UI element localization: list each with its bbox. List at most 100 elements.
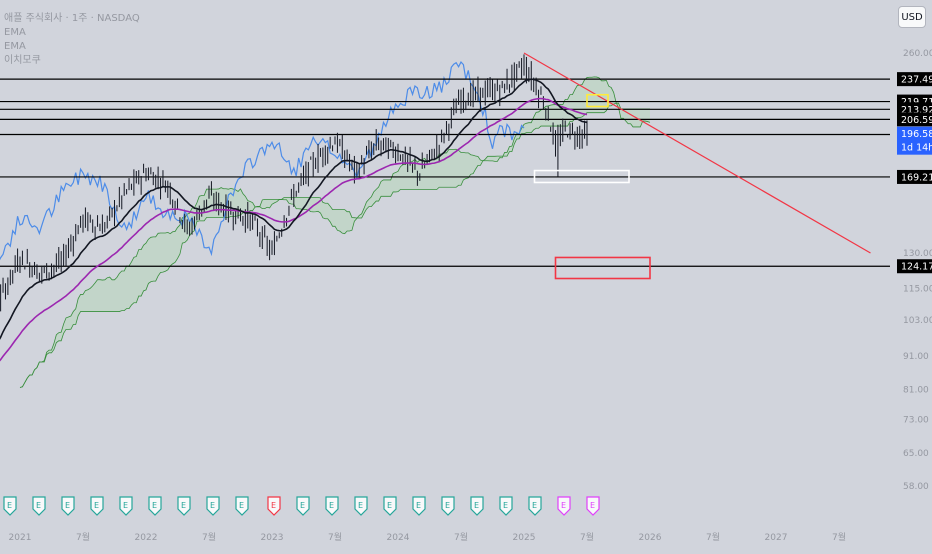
ema-fast-label: EMA [4,27,26,38]
y-tick-label: 73.00 [903,416,929,426]
earnings-marker-label: E [123,501,128,510]
level-price-label: 237.49 [901,75,932,86]
earnings-marker-label: E [590,501,595,510]
x-tick-label: 2023 [261,533,284,543]
y-tick-label: 130.00 [903,249,932,259]
earnings-marker-label: E [271,501,276,510]
price-axis [890,0,932,550]
earnings-marker-shape [470,496,484,516]
earnings-marker: E [470,496,484,516]
senkou-span-b [19,102,650,388]
y-tick-label: 115.00 [903,284,932,294]
earnings-marker: E [441,496,455,516]
symbol-title: 애플 주식회사 · 1주 · NASDAQ [4,13,140,24]
last-price-tag [897,126,932,155]
earnings-marker-shape [235,496,249,516]
earnings-marker-label: E [532,501,537,510]
level-price-tag [897,72,932,87]
y-tick-label: 81.00 [903,386,929,396]
earnings-marker-shape [32,496,46,516]
earnings-marker: E [296,496,310,516]
ema-fast-line [0,78,588,340]
earnings-marker: E [383,496,397,516]
earnings-marker: E [61,496,75,516]
earnings-marker-label: E [7,501,12,510]
earnings-marker-shape [206,496,220,516]
x-tick-label: 7월 [328,531,342,543]
earnings-marker-shape [119,496,133,516]
currency-button[interactable]: USD [898,6,926,28]
y-tick-label: 103.00 [903,316,932,326]
level-price-label: 124.17 [901,262,932,273]
price-bars [0,54,588,312]
earnings-marker-shape [90,496,104,516]
x-tick-label: 7월 [76,531,90,543]
earnings-marker-label: E [36,501,41,510]
earnings-marker: E [32,496,46,516]
resistance-zone [586,93,609,108]
level-price-label: 206.59 [901,115,932,126]
ichimoku-label: 이치모쿠 [4,55,41,66]
earnings-marker: E [235,496,249,516]
x-tick-label: 7월 [202,531,216,543]
earnings-marker-shape [267,496,281,516]
target-zone [554,256,651,280]
earnings-marker: E [119,496,133,516]
ema-slow-label: EMA [4,41,26,52]
earnings-marker: E [528,496,542,516]
earnings-marker-label: E [210,501,215,510]
earnings-marker-shape [383,496,397,516]
level-price-tag [897,259,932,274]
earnings-marker-shape [61,496,75,516]
earnings-marker-shape [499,496,513,516]
earnings-marker-shape [528,496,542,516]
earnings-marker: E [148,496,162,516]
earnings-marker-shape [148,496,162,516]
support-zone [533,169,630,184]
y-tick-label: 260.00 [903,49,932,59]
earnings-marker-shape [177,496,191,516]
bar-countdown-label: 1d 14h [901,143,932,154]
lagging-span [0,61,525,261]
earnings-marker-shape [296,496,310,516]
ema-slow-line [0,97,588,362]
earnings-marker-label: E [329,501,334,510]
x-tick-label: 2024 [387,533,410,543]
level-price-label: 169.21 [901,172,932,183]
earnings-marker-shape [412,496,426,516]
x-tick-label: 7월 [832,531,846,543]
level-price-tag [897,112,932,127]
earnings-marker: E [412,496,426,516]
chart-legend: 애플 주식회사 · 1주 · NASDAQ EMA EMA 이치모쿠 [4,12,140,68]
earnings-marker-label: E [239,501,244,510]
y-tick-label: 58.00 [903,482,929,492]
earnings-marker-label: E [300,501,305,510]
earnings-marker-label: E [387,501,392,510]
earnings-marker: E [3,496,17,516]
earnings-marker: E [177,496,191,516]
level-price-tag [897,169,932,184]
earnings-marker-label: E [94,501,99,510]
earnings-marker-label: E [474,501,479,510]
earnings-marker-shape [557,496,571,516]
y-tick-label: 65.00 [903,449,929,459]
earnings-marker: E [267,496,281,516]
ichimoku-cloud [20,76,650,388]
earnings-marker-shape [354,496,368,516]
earnings-marker: E [354,496,368,516]
earnings-marker: E [499,496,513,516]
x-tick-label: 2025 [513,533,536,543]
earnings-marker: E [557,496,571,516]
earnings-marker-label: E [65,501,70,510]
earnings-marker-label: E [358,501,363,510]
earnings-marker: E [586,496,600,516]
x-tick-label: 7월 [706,531,720,543]
earnings-marker-label: E [181,501,186,510]
earnings-marker-label: E [561,501,566,510]
earnings-marker-shape [441,496,455,516]
x-tick-label: 2021 [9,533,32,543]
last-price-label: 196.58 [901,129,932,140]
earnings-marker-label: E [152,501,157,510]
